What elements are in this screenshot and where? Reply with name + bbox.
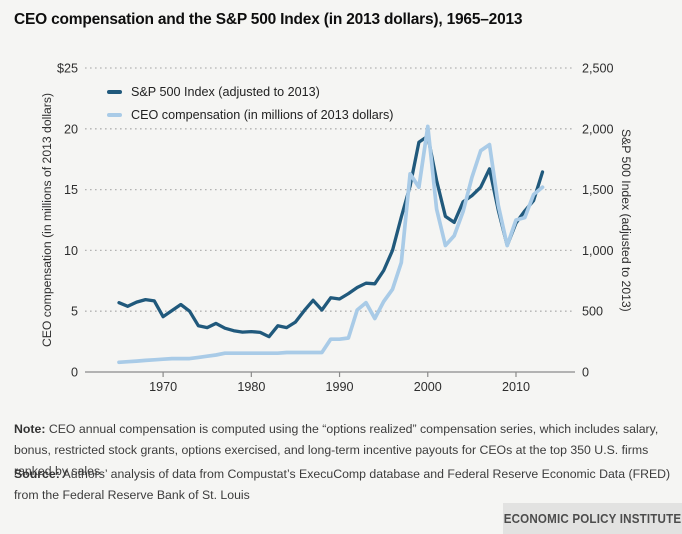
note-text: Note: CEO annual compensation is compute… — [14, 419, 674, 482]
sp500-line — [117, 134, 545, 339]
x-tick-label: 1970 — [149, 380, 177, 394]
source-body: Authors’ analysis of data from Compustat… — [14, 467, 671, 502]
x-tick-label: 1980 — [237, 380, 265, 394]
x-tick-label: 2000 — [414, 380, 442, 394]
source-text: Source: Authors’ analysis of data from C… — [14, 464, 674, 506]
left-axis-tick: 10 — [64, 244, 78, 258]
epi-logo-box: ECONOMIC POLICY INSTITUTE — [503, 503, 682, 534]
x-tick-label: 1990 — [326, 380, 354, 394]
legend-label-sp500: S&P 500 Index (adjusted to 2013) — [131, 84, 320, 99]
plot-area: $25 2,500 20 2,000 15 1,500 10 1,000 5 500 0 0 1970 1… — [57, 62, 614, 395]
note-body: CEO annual compensation is computed usin… — [14, 422, 659, 478]
ceo-comp-line-swatch — [107, 112, 122, 117]
legend-label-ceo-comp: CEO compensation (in millions of 2013 do… — [131, 107, 394, 122]
x-tick-label: 2010 — [502, 380, 530, 394]
left-axis-tick: 15 — [64, 183, 78, 197]
sp500-line-swatch — [107, 89, 122, 94]
left-axis-tick: $25 — [57, 62, 78, 76]
right-axis-title: S&P 500 Index (adjusted to 2013) — [619, 128, 633, 312]
ceo-comp-line — [117, 124, 545, 365]
left-axis-tick: 20 — [64, 122, 78, 136]
legend-item-ceo-comp: CEO compensation (in millions of 2013 do… — [107, 103, 394, 126]
right-axis-tick: 1,500 — [582, 183, 614, 197]
note-label: Note: — [14, 422, 46, 436]
legend: S&P 500 Index (adjusted to 2013) CEO com… — [107, 80, 394, 126]
right-axis-tick: 2,000 — [582, 122, 614, 136]
left-axis-title: CEO compensation (in millions of 2013 do… — [40, 92, 54, 348]
left-axis-tick: 5 — [71, 305, 78, 319]
right-axis-tick: 0 — [582, 366, 589, 380]
left-axis-tick: 0 — [71, 366, 78, 380]
right-axis-tick: 1,000 — [582, 244, 614, 258]
chart-title: CEO compensation and the S&P 500 Index (… — [14, 11, 523, 28]
right-axis-tick: 2,500 — [582, 62, 614, 76]
source-label: Source: — [14, 467, 60, 481]
epi-logo-text: ECONOMIC POLICY INSTITUTE — [503, 511, 682, 526]
right-axis-tick: 500 — [582, 305, 603, 319]
legend-item-sp500: S&P 500 Index (adjusted to 2013) — [107, 80, 394, 103]
